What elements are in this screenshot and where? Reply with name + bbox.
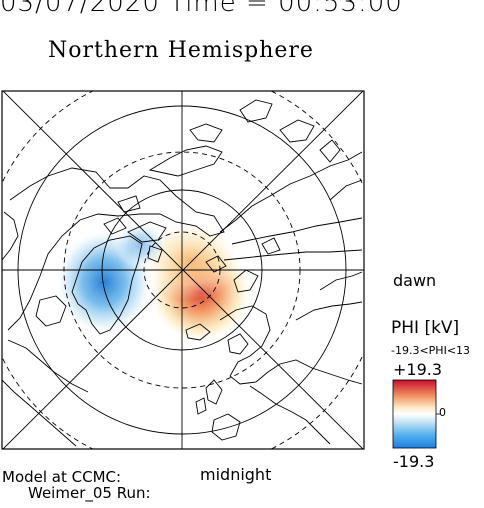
- colorbar-min-label: -19.3: [393, 452, 435, 471]
- colorbar-gradient: [392, 379, 437, 449]
- hemisphere-title: Northern Hemisphere: [48, 38, 314, 63]
- graticule: [2, 91, 364, 449]
- negative-potential-cell-upper: [114, 223, 166, 267]
- colorbar-title: PHI [kV]: [391, 318, 460, 338]
- map-frame: [1, 90, 365, 450]
- colorbar-range: -19.3<PHI<13: [391, 344, 471, 357]
- model-source-label: Model at CCMC:: [2, 468, 122, 486]
- model-run-label: Weimer_05 Run:: [28, 484, 151, 502]
- date-time-header: 03/07/2020 Time = 00:53:00: [0, 0, 403, 18]
- dawn-label: dawn: [393, 271, 437, 290]
- map-content: [2, 91, 364, 449]
- colorbar-max-label: +19.3: [393, 360, 443, 379]
- coastlines: [2, 99, 363, 447]
- colorbar-zero-label: 0: [439, 406, 446, 419]
- midnight-label: midnight: [200, 465, 272, 484]
